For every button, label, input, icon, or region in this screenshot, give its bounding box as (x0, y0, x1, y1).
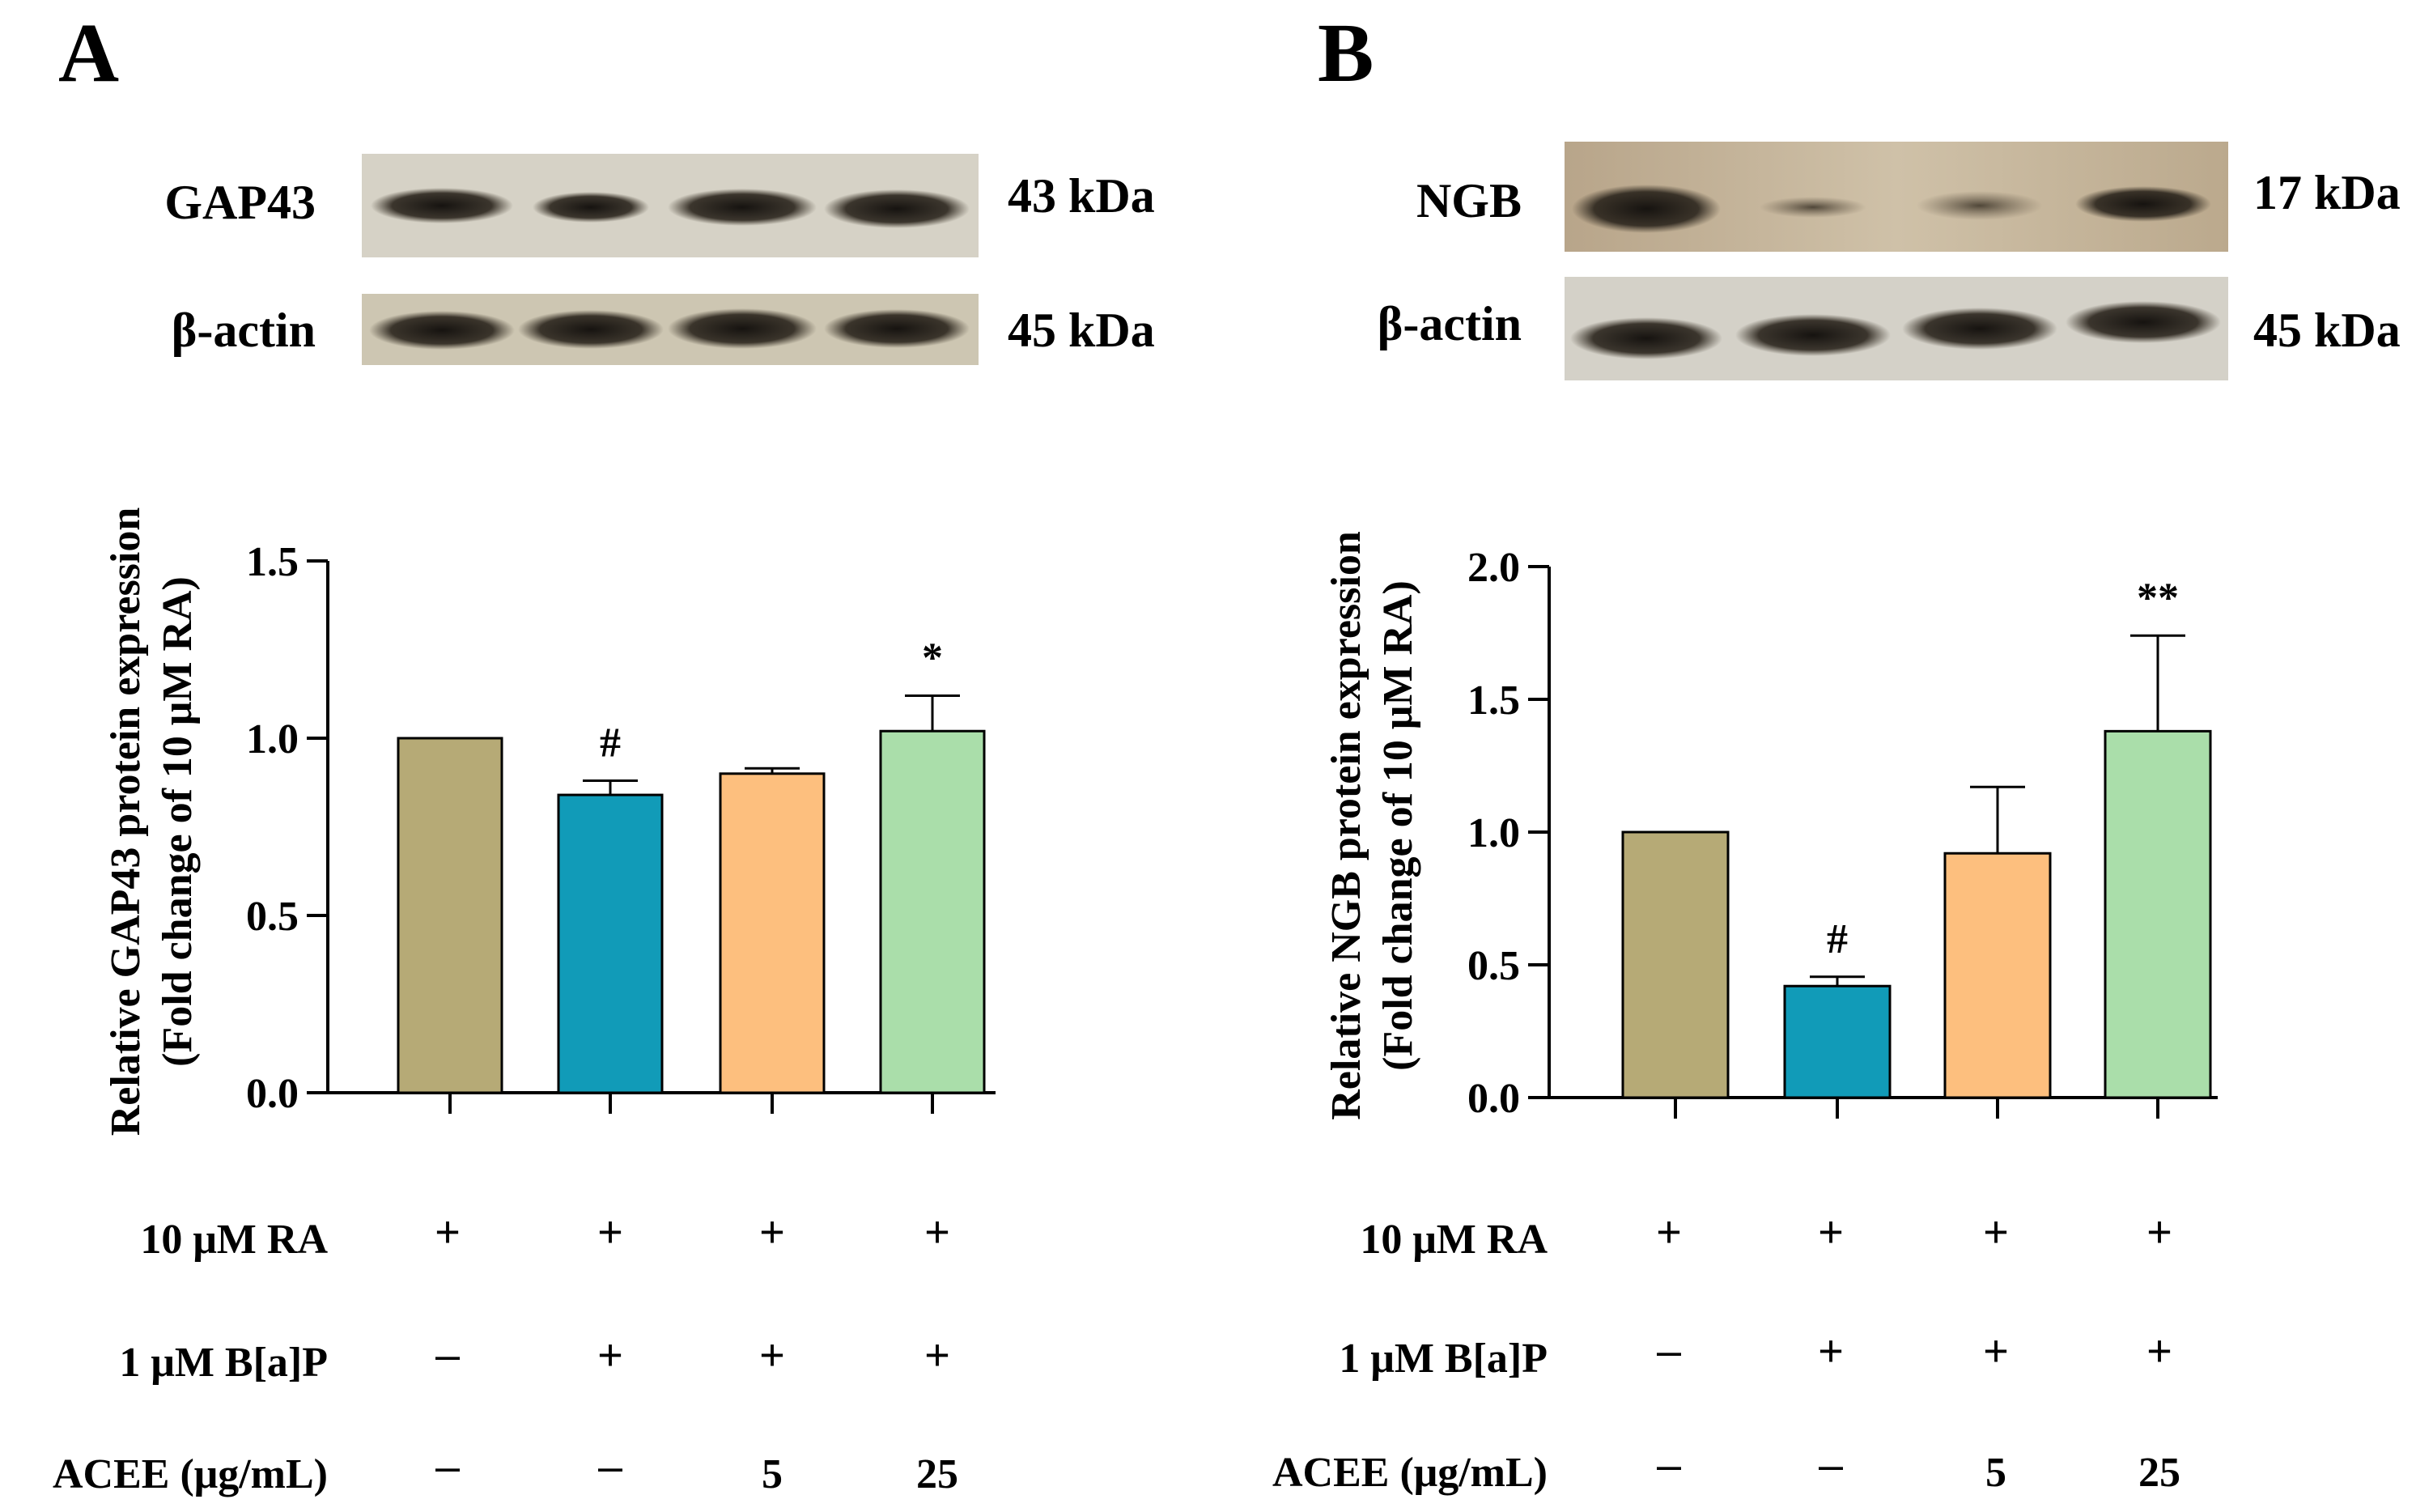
bar-chart-a: Relative GAP43 protein expression (Fold … (103, 508, 996, 1136)
blot-band (1917, 191, 2043, 220)
blot-band (371, 188, 513, 223)
y-axis-label-line1: Relative GAP43 protein expression (103, 508, 149, 1136)
blot-ngb (1565, 142, 2228, 252)
y-tick-label: 1.0 (1467, 810, 1520, 856)
bar (719, 772, 826, 1094)
blot-band (1570, 317, 1722, 359)
condition-value: – (435, 1442, 460, 1491)
condition-value: – (598, 1442, 622, 1491)
condition-value: – (1657, 1441, 1681, 1489)
y-tick-label: 0.0 (1467, 1076, 1520, 1122)
y-axis-label-line2: (Fold change of 10 μM RA) (155, 576, 201, 1067)
y-tick-label: 2.0 (1467, 545, 1520, 591)
condition-label: ACEE (μg/mL) (1272, 1450, 1548, 1496)
condition-value: + (1656, 1208, 1682, 1256)
condition-label: 1 μM B[a]P (119, 1340, 328, 1386)
blot-mw-actin-b: 45 kDa (2253, 304, 2401, 357)
bar (2104, 729, 2212, 1099)
y-tick-label: 1.0 (246, 716, 299, 762)
bar (397, 737, 503, 1094)
significance-label: # (1827, 916, 1848, 962)
bar (1621, 830, 1730, 1099)
condition-label: 10 μM RA (1360, 1217, 1548, 1263)
blot-mw-ngb: 17 kDa (2253, 166, 2401, 219)
condition-table-b: 10 μM RA + + + +1 μM B[a]P – + + + ACEE (μg/mL) – –… (1272, 1208, 2180, 1496)
bar (879, 729, 986, 1094)
panel-letter-a: A (58, 6, 119, 100)
bar-chart-b: Relative NGB protein expression (Fold ch… (1323, 531, 2218, 1122)
blot-band (369, 311, 515, 350)
y-tick-label: 0.0 (246, 1071, 299, 1117)
blot-band (668, 308, 817, 349)
blot-band (518, 310, 664, 349)
condition-value: – (1819, 1441, 1843, 1489)
condition-value: + (924, 1331, 950, 1379)
blot-mw-actin-a: 45 kDa (1008, 304, 1155, 357)
blot-actin-a (362, 294, 979, 365)
blot-band (1572, 185, 1721, 233)
y-axis-label-line2: (Fold change of 10 μM RA) (1375, 580, 1421, 1071)
bar (557, 793, 664, 1094)
condition-value: 5 (762, 1451, 783, 1497)
panel-letter-b: B (1318, 6, 1374, 100)
blot-band (2066, 301, 2221, 343)
condition-label: ACEE (μg/mL) (53, 1451, 328, 1497)
condition-value: – (435, 1331, 460, 1379)
blot-mw-gap43: 43 kDa (1008, 169, 1155, 223)
blot-band (1902, 308, 2057, 350)
blot-band (533, 192, 649, 223)
condition-value: + (1983, 1327, 2009, 1375)
condition-value: + (435, 1208, 461, 1256)
blot-band (1760, 197, 1866, 218)
y-axis-label-line1: Relative NGB protein expression (1323, 531, 1369, 1120)
y-tick-label: 1.5 (246, 539, 299, 585)
blot-label-gap43: GAP43 (164, 176, 316, 229)
condition-value: + (924, 1208, 950, 1256)
blot-label-ngb: NGB (1416, 174, 1522, 227)
blot-band (824, 309, 970, 348)
blot-band (824, 189, 970, 228)
significance-label: * (922, 635, 943, 681)
condition-value: + (1818, 1327, 1844, 1375)
y-tick-label: 0.5 (1467, 943, 1520, 989)
blot-band (1735, 314, 1891, 356)
condition-label: 10 μM RA (140, 1217, 328, 1263)
condition-value: + (759, 1208, 785, 1256)
condition-value: 25 (916, 1451, 958, 1497)
panel-b: B NGB 17 kDa β-actin 45 kDa Relative NGB… (1272, 6, 2401, 1496)
blot-band (668, 189, 817, 226)
panel-a: A GAP43 43 kDa β-actin 45 kDa Relative G… (53, 6, 1155, 1497)
condition-value: 25 (2138, 1450, 2180, 1496)
blot-label-actin-a: β-actin (172, 304, 316, 357)
bar (1783, 984, 1892, 1099)
bar (1943, 852, 2052, 1099)
y-tick-label: 1.5 (1467, 677, 1520, 724)
blot-gap43 (362, 154, 979, 257)
condition-value: + (597, 1208, 623, 1256)
blot-band (2075, 186, 2211, 222)
significance-label: ** (2137, 575, 2179, 621)
condition-value: + (1818, 1208, 1844, 1256)
y-tick-label: 0.5 (246, 894, 299, 940)
condition-value: + (759, 1331, 785, 1379)
condition-label: 1 μM B[a]P (1339, 1336, 1548, 1382)
blot-actin-b (1565, 277, 2228, 380)
condition-value: + (2146, 1208, 2172, 1256)
condition-value: + (597, 1331, 623, 1379)
blot-label-actin-b: β-actin (1378, 297, 1522, 350)
condition-value: + (1983, 1208, 2009, 1256)
condition-value: – (1657, 1327, 1681, 1375)
significance-label: # (600, 720, 621, 767)
condition-table-a: 10 μM RA + + + +1 μM B[a]P – + + + ACEE (μg/mL) – –… (53, 1208, 958, 1497)
condition-value: + (2146, 1327, 2172, 1375)
condition-value: 5 (1985, 1450, 2006, 1496)
